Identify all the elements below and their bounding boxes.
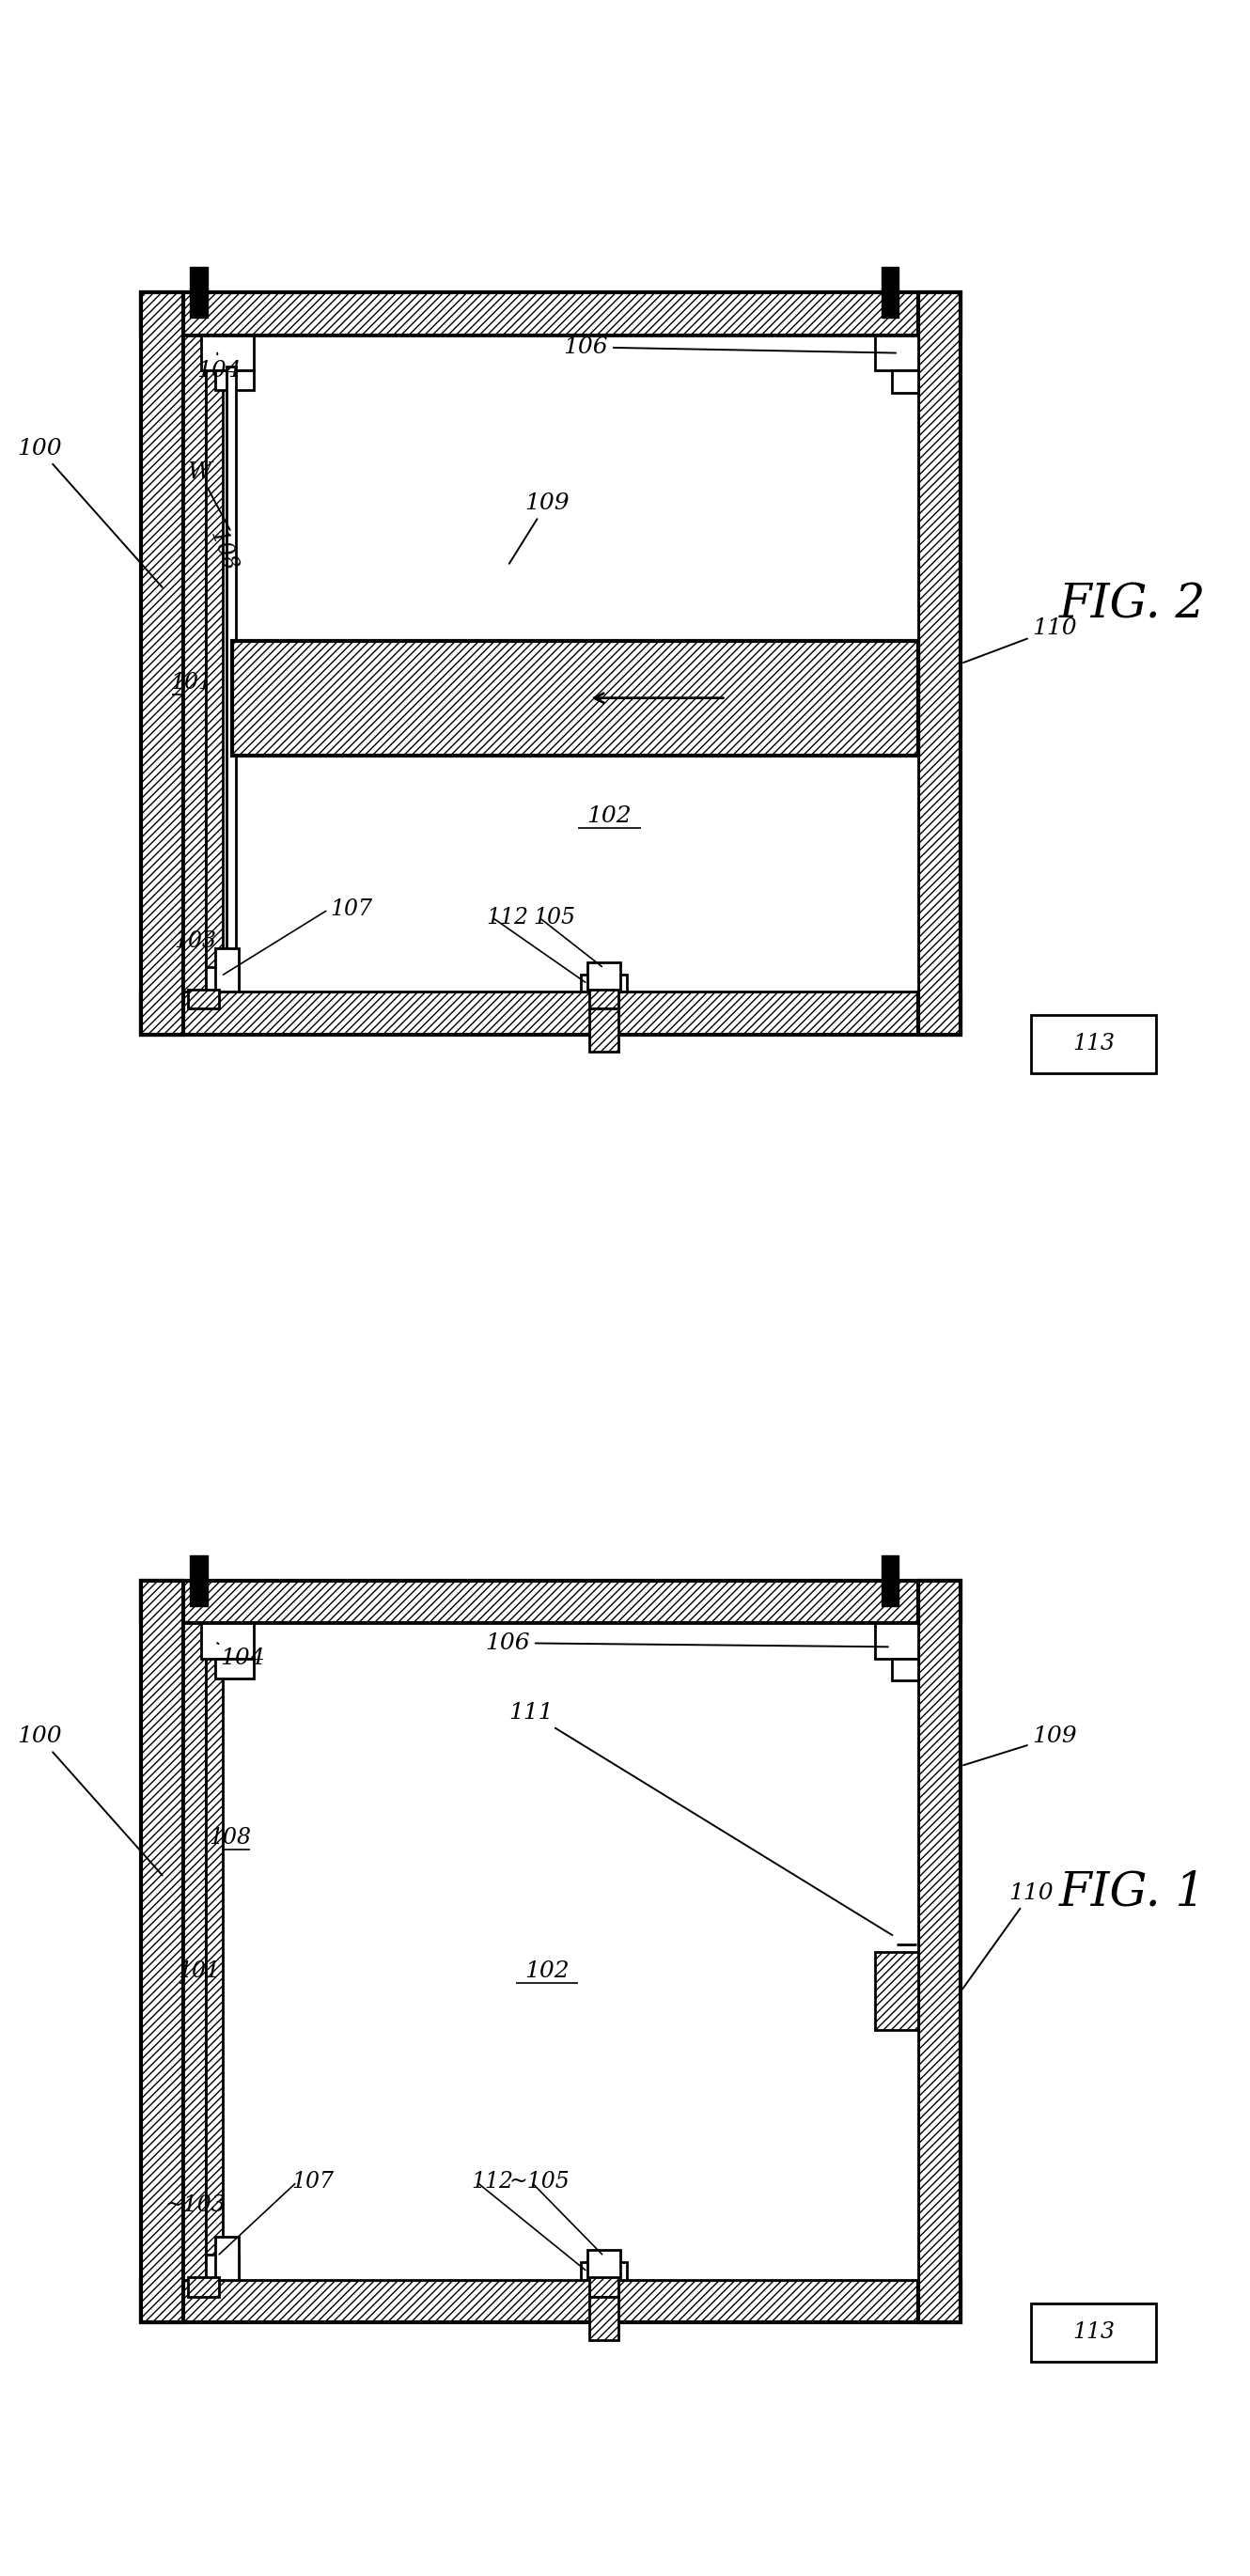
Text: 109: 109 (509, 492, 569, 564)
Text: 107: 107 (291, 2172, 334, 2192)
Bar (875, 1623, 917, 1659)
Bar (226, 366, 236, 984)
Bar (216, 1659, 254, 1677)
Bar (1031, 2303, 1156, 2362)
Bar (215, 948, 239, 992)
Bar (140, 992, 961, 1036)
Bar (581, 2262, 626, 2280)
Bar (589, 989, 619, 1010)
Bar (205, 2254, 239, 2280)
Text: 101: 101 (178, 1960, 220, 1981)
Text: 105: 105 (534, 907, 576, 927)
Bar (205, 335, 222, 992)
Text: 104: 104 (218, 1643, 265, 1669)
Bar (216, 371, 254, 389)
Text: 110: 110 (963, 1883, 1054, 1989)
Bar (140, 2280, 961, 2324)
Bar (188, 989, 219, 1010)
Text: 103: 103 (174, 930, 216, 951)
Bar (892, 371, 918, 392)
Text: ~103: ~103 (165, 2195, 226, 2215)
Bar (232, 641, 918, 755)
Text: 111: 111 (509, 1703, 892, 1935)
Bar (140, 294, 961, 335)
Bar (581, 974, 626, 992)
Bar (184, 335, 205, 992)
Text: 108: 108 (205, 526, 240, 574)
Bar (205, 966, 239, 992)
Bar (892, 1659, 918, 1680)
Bar (190, 268, 208, 317)
Text: 112: 112 (471, 2172, 514, 2192)
Bar (140, 294, 184, 1036)
Text: 113: 113 (1072, 2321, 1115, 2342)
Bar (918, 1582, 961, 2324)
Bar (589, 2298, 619, 2339)
Bar (190, 1556, 208, 1605)
Bar (1031, 1015, 1156, 1074)
Bar (587, 961, 620, 992)
Bar (589, 2277, 619, 2298)
Text: 109: 109 (964, 1726, 1078, 1765)
Bar (140, 1582, 961, 1623)
Text: FIG. 1: FIG. 1 (1059, 1870, 1206, 1917)
Bar (184, 1623, 205, 2280)
Bar (875, 335, 917, 371)
Bar (188, 2277, 219, 2298)
Text: 108: 108 (209, 1826, 251, 1850)
Bar (201, 335, 254, 371)
Text: 102: 102 (525, 1960, 569, 1981)
Text: ~105: ~105 (509, 2172, 570, 2192)
Text: 100: 100 (16, 1726, 162, 1875)
Bar (140, 1582, 184, 2324)
Text: 110: 110 (964, 618, 1078, 662)
Bar (875, 1953, 917, 2030)
Bar (184, 1623, 917, 2280)
Bar (589, 1010, 619, 1051)
Text: W: W (188, 461, 230, 531)
Bar (215, 2236, 239, 2280)
Bar (201, 1623, 254, 1659)
Bar (918, 294, 961, 1036)
Text: 107: 107 (330, 899, 372, 920)
Text: 101: 101 (170, 672, 213, 693)
Text: 112: 112 (486, 907, 529, 927)
Bar (881, 1556, 899, 1605)
Text: 113: 113 (1072, 1033, 1115, 1054)
Text: FIG. 2: FIG. 2 (1059, 582, 1206, 629)
Bar (881, 268, 899, 317)
Text: 104: 104 (196, 353, 241, 381)
Text: 106: 106 (485, 1633, 888, 1654)
Text: 100: 100 (16, 438, 162, 587)
Text: 102: 102 (587, 806, 631, 827)
Text: 106: 106 (564, 337, 896, 358)
Bar (205, 1623, 222, 2280)
Bar (587, 2249, 620, 2280)
Bar (184, 335, 917, 992)
